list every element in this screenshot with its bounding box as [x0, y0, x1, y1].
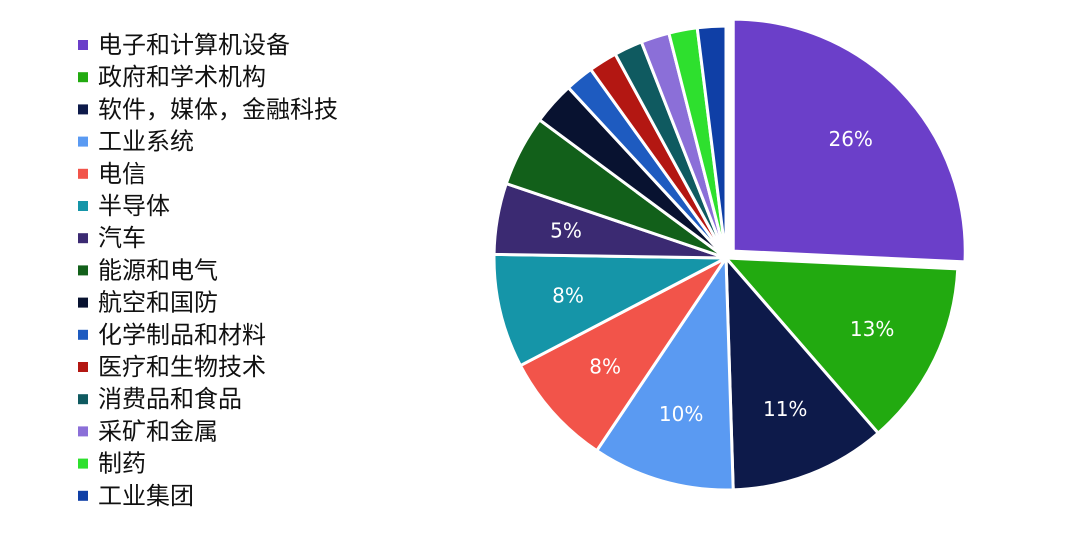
legend-swatch — [78, 104, 88, 115]
legend-label: 电子和计算机设备 — [98, 31, 290, 59]
legend-label: 制药 — [98, 450, 146, 478]
slice-data-label: 13% — [850, 317, 894, 341]
legend-swatch — [78, 72, 88, 83]
pie-slice — [695, 24, 728, 260]
legend-label: 医疗和生物技术 — [98, 353, 266, 381]
legend: 电子和计算机设备政府和学术机构软件，媒体，金融科技工业系统电信半导体汽车能源和电… — [78, 31, 338, 510]
legend-swatch — [78, 265, 88, 276]
legend-swatch — [78, 426, 88, 437]
legend-swatch — [78, 362, 88, 372]
legend-swatch — [78, 329, 88, 340]
pie-data-labels: 26% 13% 11% 10% 8% 8% 5% — [550, 127, 894, 426]
pie-slice — [492, 252, 728, 368]
pie-slice — [724, 256, 880, 492]
legend-swatch — [78, 233, 88, 244]
pie-slice — [518, 256, 728, 453]
slice-data-label: 5% — [550, 218, 582, 242]
slice-data-label: 26% — [828, 127, 872, 151]
slice-data-label: 8% — [589, 354, 621, 378]
legend-swatch — [78, 136, 88, 147]
legend-label: 能源和电气 — [98, 256, 218, 284]
legend-label: 消费品和食品 — [98, 385, 242, 413]
legend-swatch — [78, 297, 88, 308]
slice-data-label: 8% — [552, 284, 584, 308]
legend-swatch — [78, 201, 88, 211]
pie-slice — [595, 256, 735, 492]
legend-label: 工业集团 — [98, 482, 194, 510]
legend-label: 化学制品和材料 — [98, 321, 266, 349]
slice-data-label: 10% — [659, 402, 703, 426]
legend-swatch — [78, 458, 88, 469]
legend-label: 航空和国防 — [98, 289, 218, 317]
legend-swatch — [78, 490, 88, 501]
pie-slices — [492, 17, 967, 492]
slice-data-label: 11% — [763, 397, 807, 421]
legend-label: 电信 — [98, 160, 146, 188]
legend-label: 半导体 — [98, 192, 170, 220]
legend-label: 软件，媒体，金融科技 — [98, 95, 338, 123]
legend-label: 工业系统 — [98, 128, 194, 156]
legend-swatch — [78, 394, 88, 405]
legend-label: 采矿和金属 — [98, 417, 218, 445]
pie-slice — [724, 256, 960, 435]
legend-swatch — [78, 168, 88, 179]
legend-label: 汽车 — [98, 224, 146, 252]
legend-swatch — [78, 40, 88, 50]
pie-slice — [731, 17, 967, 264]
legend-label: 政府和学术机构 — [98, 63, 266, 91]
